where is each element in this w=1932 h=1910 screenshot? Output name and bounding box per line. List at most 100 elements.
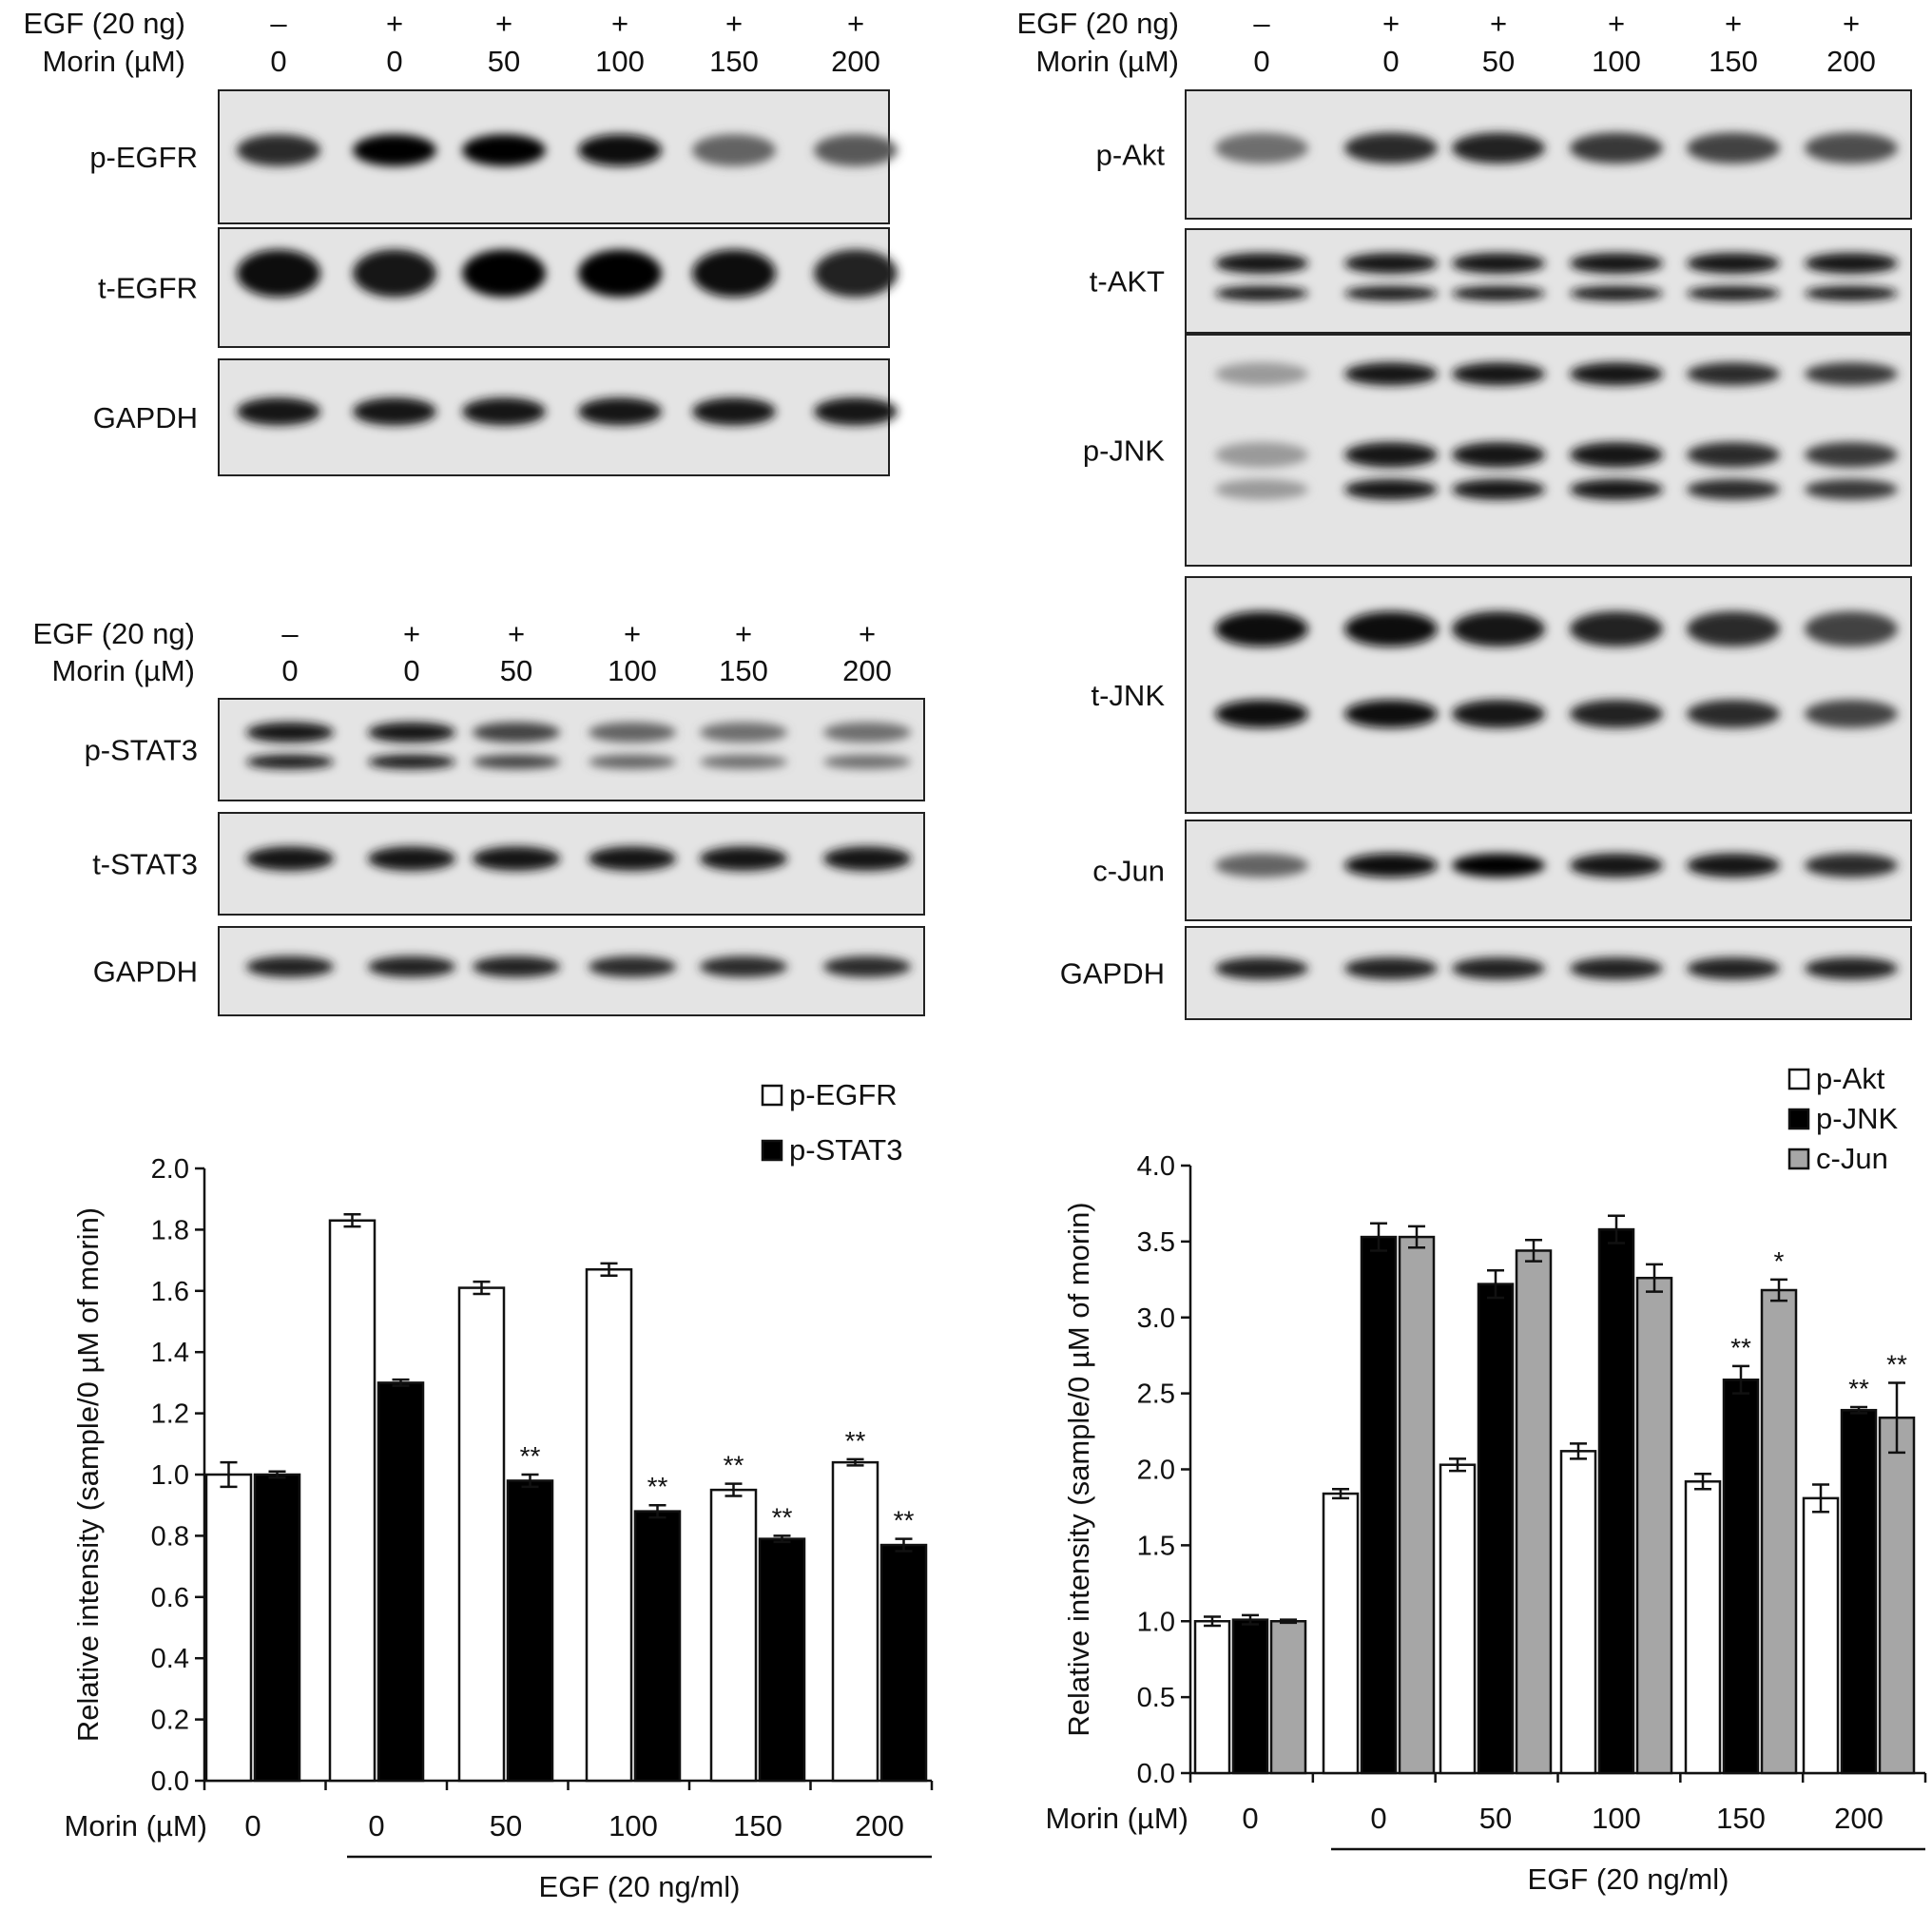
morin-dose: 0 bbox=[1253, 45, 1269, 78]
morin-dose: 0 bbox=[270, 45, 286, 78]
blot-strip-label: c-Jun bbox=[1092, 855, 1165, 888]
blot-band bbox=[692, 397, 776, 426]
bar bbox=[1760, 1288, 1798, 1775]
x-tick-label: 100 bbox=[1592, 1802, 1641, 1835]
legend-swatch bbox=[761, 1084, 783, 1107]
morin-dose: 50 bbox=[500, 654, 532, 687]
blot-strip-label: t-STAT3 bbox=[92, 848, 198, 881]
blot-membrane bbox=[218, 812, 925, 916]
significance-mark: ** bbox=[647, 1472, 668, 1501]
egf-sign: + bbox=[611, 7, 628, 40]
blot-band bbox=[367, 846, 456, 871]
bar bbox=[633, 1510, 682, 1783]
blot-band bbox=[1805, 478, 1898, 500]
bar bbox=[253, 1473, 301, 1783]
blot-membrane bbox=[218, 698, 925, 801]
blot-band bbox=[699, 846, 788, 871]
morin-dose: 100 bbox=[608, 654, 657, 687]
egf-sign: + bbox=[735, 617, 752, 650]
bar bbox=[758, 1537, 806, 1783]
morin-dose: 150 bbox=[719, 654, 768, 687]
blot-band bbox=[245, 955, 335, 978]
blot-membrane bbox=[218, 89, 890, 224]
morin-dose: 50 bbox=[488, 45, 520, 78]
legend-label: p-JNK bbox=[1816, 1102, 1898, 1135]
significance-mark: * bbox=[1774, 1246, 1785, 1276]
legend-swatch bbox=[761, 1139, 783, 1162]
blot-band bbox=[1805, 957, 1898, 980]
blot-band bbox=[1570, 132, 1663, 164]
significance-mark: ** bbox=[724, 1451, 744, 1480]
y-tick-label: 0.0 bbox=[1137, 1759, 1175, 1789]
blot-band bbox=[367, 955, 456, 978]
y-tick-label: 0.8 bbox=[151, 1521, 189, 1552]
y-tick-label: 1.5 bbox=[1137, 1531, 1175, 1561]
significance-mark: ** bbox=[894, 1506, 915, 1535]
legend-swatch bbox=[1787, 1148, 1810, 1170]
egf-sign: – bbox=[270, 7, 287, 40]
blot-band bbox=[699, 754, 788, 769]
egf-row-label: EGF (20 ng) bbox=[23, 7, 185, 40]
significance-mark: ** bbox=[1886, 1349, 1907, 1379]
blot-strip-label: t-JNK bbox=[1092, 679, 1166, 712]
blot-band bbox=[588, 754, 677, 769]
blot-band bbox=[1452, 253, 1545, 274]
blot-band bbox=[1452, 853, 1545, 878]
y-tick-label: 4.0 bbox=[1137, 1151, 1175, 1182]
blot-membrane bbox=[1185, 820, 1912, 921]
bar bbox=[879, 1543, 928, 1783]
morin-dose: 200 bbox=[842, 654, 892, 687]
blot-band bbox=[1570, 610, 1663, 647]
x-tick-label: 150 bbox=[733, 1809, 782, 1842]
bar bbox=[1360, 1235, 1398, 1775]
blot-band bbox=[1687, 478, 1780, 500]
blot-band bbox=[822, 955, 912, 978]
bar bbox=[1684, 1480, 1722, 1775]
y-tick-label: 0.0 bbox=[151, 1766, 189, 1797]
blot-strip-label: GAPDH bbox=[1060, 957, 1165, 991]
blot-band bbox=[578, 134, 662, 166]
blot-panel-1: EGF (20 ng) Morin (µM) – + + + + +0 0 50 100 150 200… bbox=[23, 7, 898, 476]
blot-band bbox=[353, 397, 436, 426]
y-axis-label: Relative intensity (sample/0 µM of morin… bbox=[1062, 1202, 1095, 1736]
blot-band bbox=[1344, 441, 1438, 468]
blot-band bbox=[1215, 285, 1308, 301]
bar bbox=[709, 1488, 758, 1783]
egf-sign: + bbox=[624, 617, 641, 650]
bar bbox=[506, 1479, 554, 1783]
blot-band bbox=[472, 722, 561, 743]
blot-strip: GAPDH bbox=[93, 926, 925, 1016]
legend-swatch bbox=[1787, 1068, 1810, 1090]
blot-band bbox=[472, 955, 561, 978]
morin-row-label: Morin (µM) bbox=[52, 654, 195, 687]
bar bbox=[1322, 1492, 1360, 1775]
x-tick-label: 200 bbox=[1834, 1802, 1884, 1835]
blot-strip: t-AKT bbox=[1090, 228, 1912, 334]
blot-membrane bbox=[1185, 228, 1912, 334]
blot-band bbox=[1805, 853, 1898, 878]
blot-band bbox=[1687, 441, 1780, 468]
bar bbox=[328, 1219, 377, 1783]
egf-sign: – bbox=[281, 617, 299, 650]
morin-dose: 150 bbox=[1709, 45, 1758, 78]
blot-band bbox=[1687, 362, 1780, 386]
bar bbox=[1439, 1463, 1477, 1775]
legend-label: p-STAT3 bbox=[789, 1133, 902, 1167]
blot-band bbox=[353, 134, 436, 166]
blot-band bbox=[1687, 957, 1780, 980]
egf-sign: + bbox=[725, 7, 743, 40]
blot-band bbox=[245, 722, 335, 743]
blot-band bbox=[1344, 478, 1438, 500]
bar bbox=[1840, 1408, 1878, 1775]
blot-band bbox=[1805, 610, 1898, 647]
y-tick-label: 0.6 bbox=[151, 1583, 189, 1613]
blot-band bbox=[367, 722, 456, 743]
blot-strip-label: p-JNK bbox=[1083, 434, 1165, 468]
blot-band bbox=[822, 722, 912, 743]
bar bbox=[831, 1460, 879, 1783]
blot-band bbox=[462, 134, 546, 166]
blot-band bbox=[1344, 853, 1438, 878]
blot-band bbox=[1805, 253, 1898, 274]
x-tick-label: 100 bbox=[609, 1809, 658, 1842]
egf-sign: + bbox=[386, 7, 403, 40]
